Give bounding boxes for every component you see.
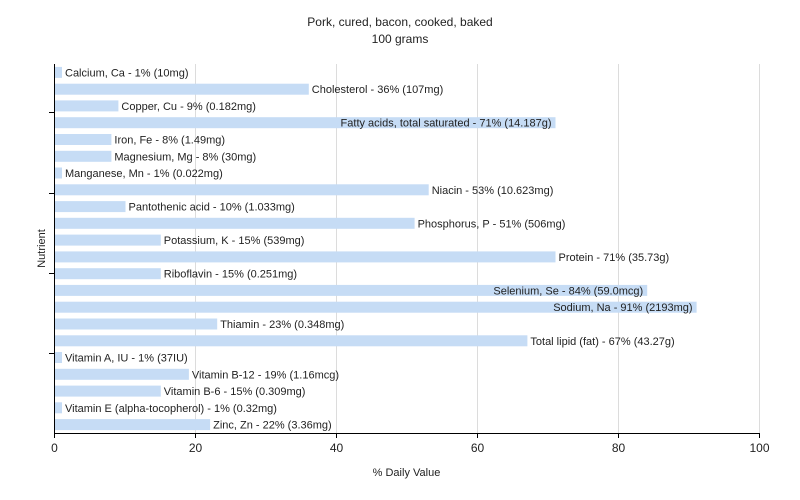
bar-label-16: Total lipid (fat) - 67% (43.27g) bbox=[530, 336, 674, 348]
bar-7 bbox=[55, 184, 429, 196]
bar-label-18: Vitamin B-12 - 19% (1.16mcg) bbox=[192, 369, 339, 381]
bar-5 bbox=[55, 150, 112, 162]
bar-2 bbox=[55, 100, 119, 112]
bar-label-15: Thiamin - 23% (0.348mg) bbox=[220, 319, 344, 331]
bar-label-19: Vitamin B-6 - 15% (0.309mg) bbox=[164, 386, 306, 398]
bar-1 bbox=[55, 83, 309, 95]
bar-label-10: Potassium, K - 15% (539mg) bbox=[164, 235, 305, 247]
bar-label-9: Phosphorus, P - 51% (506mg) bbox=[418, 218, 566, 230]
bar-18 bbox=[55, 368, 189, 380]
bar-label-17: Vitamin A, IU - 1% (37IU) bbox=[65, 353, 188, 365]
bar-14 bbox=[55, 301, 697, 313]
bar-label-6: Manganese, Mn - 1% (0.022mg) bbox=[65, 168, 223, 180]
chart-subtitle: 100 grams bbox=[371, 32, 429, 46]
bar-12 bbox=[55, 268, 161, 280]
bar-17 bbox=[55, 352, 62, 363]
x-tick-label-0: 0 bbox=[51, 441, 58, 455]
bar-label-8: Pantothenic acid - 10% (1.033mg) bbox=[129, 202, 295, 214]
bar-label-13: Selenium, Se - 84% (59.0mcg) bbox=[493, 285, 643, 297]
chart-title: Pork, cured, bacon, cooked, baked bbox=[307, 15, 493, 29]
x-tick-label-5: 100 bbox=[749, 441, 769, 455]
bar-19 bbox=[55, 385, 161, 397]
bar-15 bbox=[55, 318, 218, 330]
bar-0 bbox=[55, 66, 62, 78]
bar-label-1: Cholesterol - 36% (107mg) bbox=[312, 84, 443, 96]
bar-8 bbox=[55, 201, 126, 213]
bar-label-3: Fatty acids, total saturated - 71% (14.1… bbox=[341, 118, 552, 130]
x-tick-label-2: 40 bbox=[330, 441, 344, 455]
bar-6 bbox=[55, 167, 62, 179]
bar-label-0: Calcium, Ca - 1% (10mg) bbox=[65, 67, 188, 79]
bar-label-11: Protein - 71% (35.73g) bbox=[559, 252, 670, 264]
bar-label-14: Sodium, Na - 91% (2193mg) bbox=[553, 302, 692, 314]
y-axis-label: Nutrient bbox=[36, 229, 48, 268]
x-tick-label-1: 20 bbox=[189, 441, 203, 455]
x-tick-label-3: 60 bbox=[471, 441, 485, 455]
bar-20 bbox=[55, 402, 62, 414]
bar-9 bbox=[55, 217, 415, 229]
bar-16 bbox=[55, 335, 528, 347]
bar-label-4: Iron, Fe - 8% (1.49mg) bbox=[114, 135, 225, 147]
x-axis-label: % Daily Value bbox=[373, 467, 441, 479]
bar-label-5: Magnesium, Mg - 8% (30mg) bbox=[114, 151, 256, 163]
bar-13 bbox=[55, 284, 648, 296]
bar-11 bbox=[55, 251, 556, 263]
bar-label-20: Vitamin E (alpha-tocopherol) - 1% (0.32m… bbox=[65, 403, 277, 415]
bar-3 bbox=[55, 117, 556, 129]
bar-10 bbox=[55, 234, 161, 246]
bar-label-7: Niacin - 53% (10.623mg) bbox=[432, 185, 554, 197]
bar-label-12: Riboflavin - 15% (0.251mg) bbox=[164, 269, 297, 281]
bar-4 bbox=[55, 134, 112, 145]
x-tick-label-4: 80 bbox=[612, 441, 626, 455]
bar-label-21: Zinc, Zn - 22% (3.36mg) bbox=[213, 420, 332, 432]
bar-label-2: Copper, Cu - 9% (0.182mg) bbox=[121, 101, 256, 113]
bar-21 bbox=[55, 419, 211, 431]
